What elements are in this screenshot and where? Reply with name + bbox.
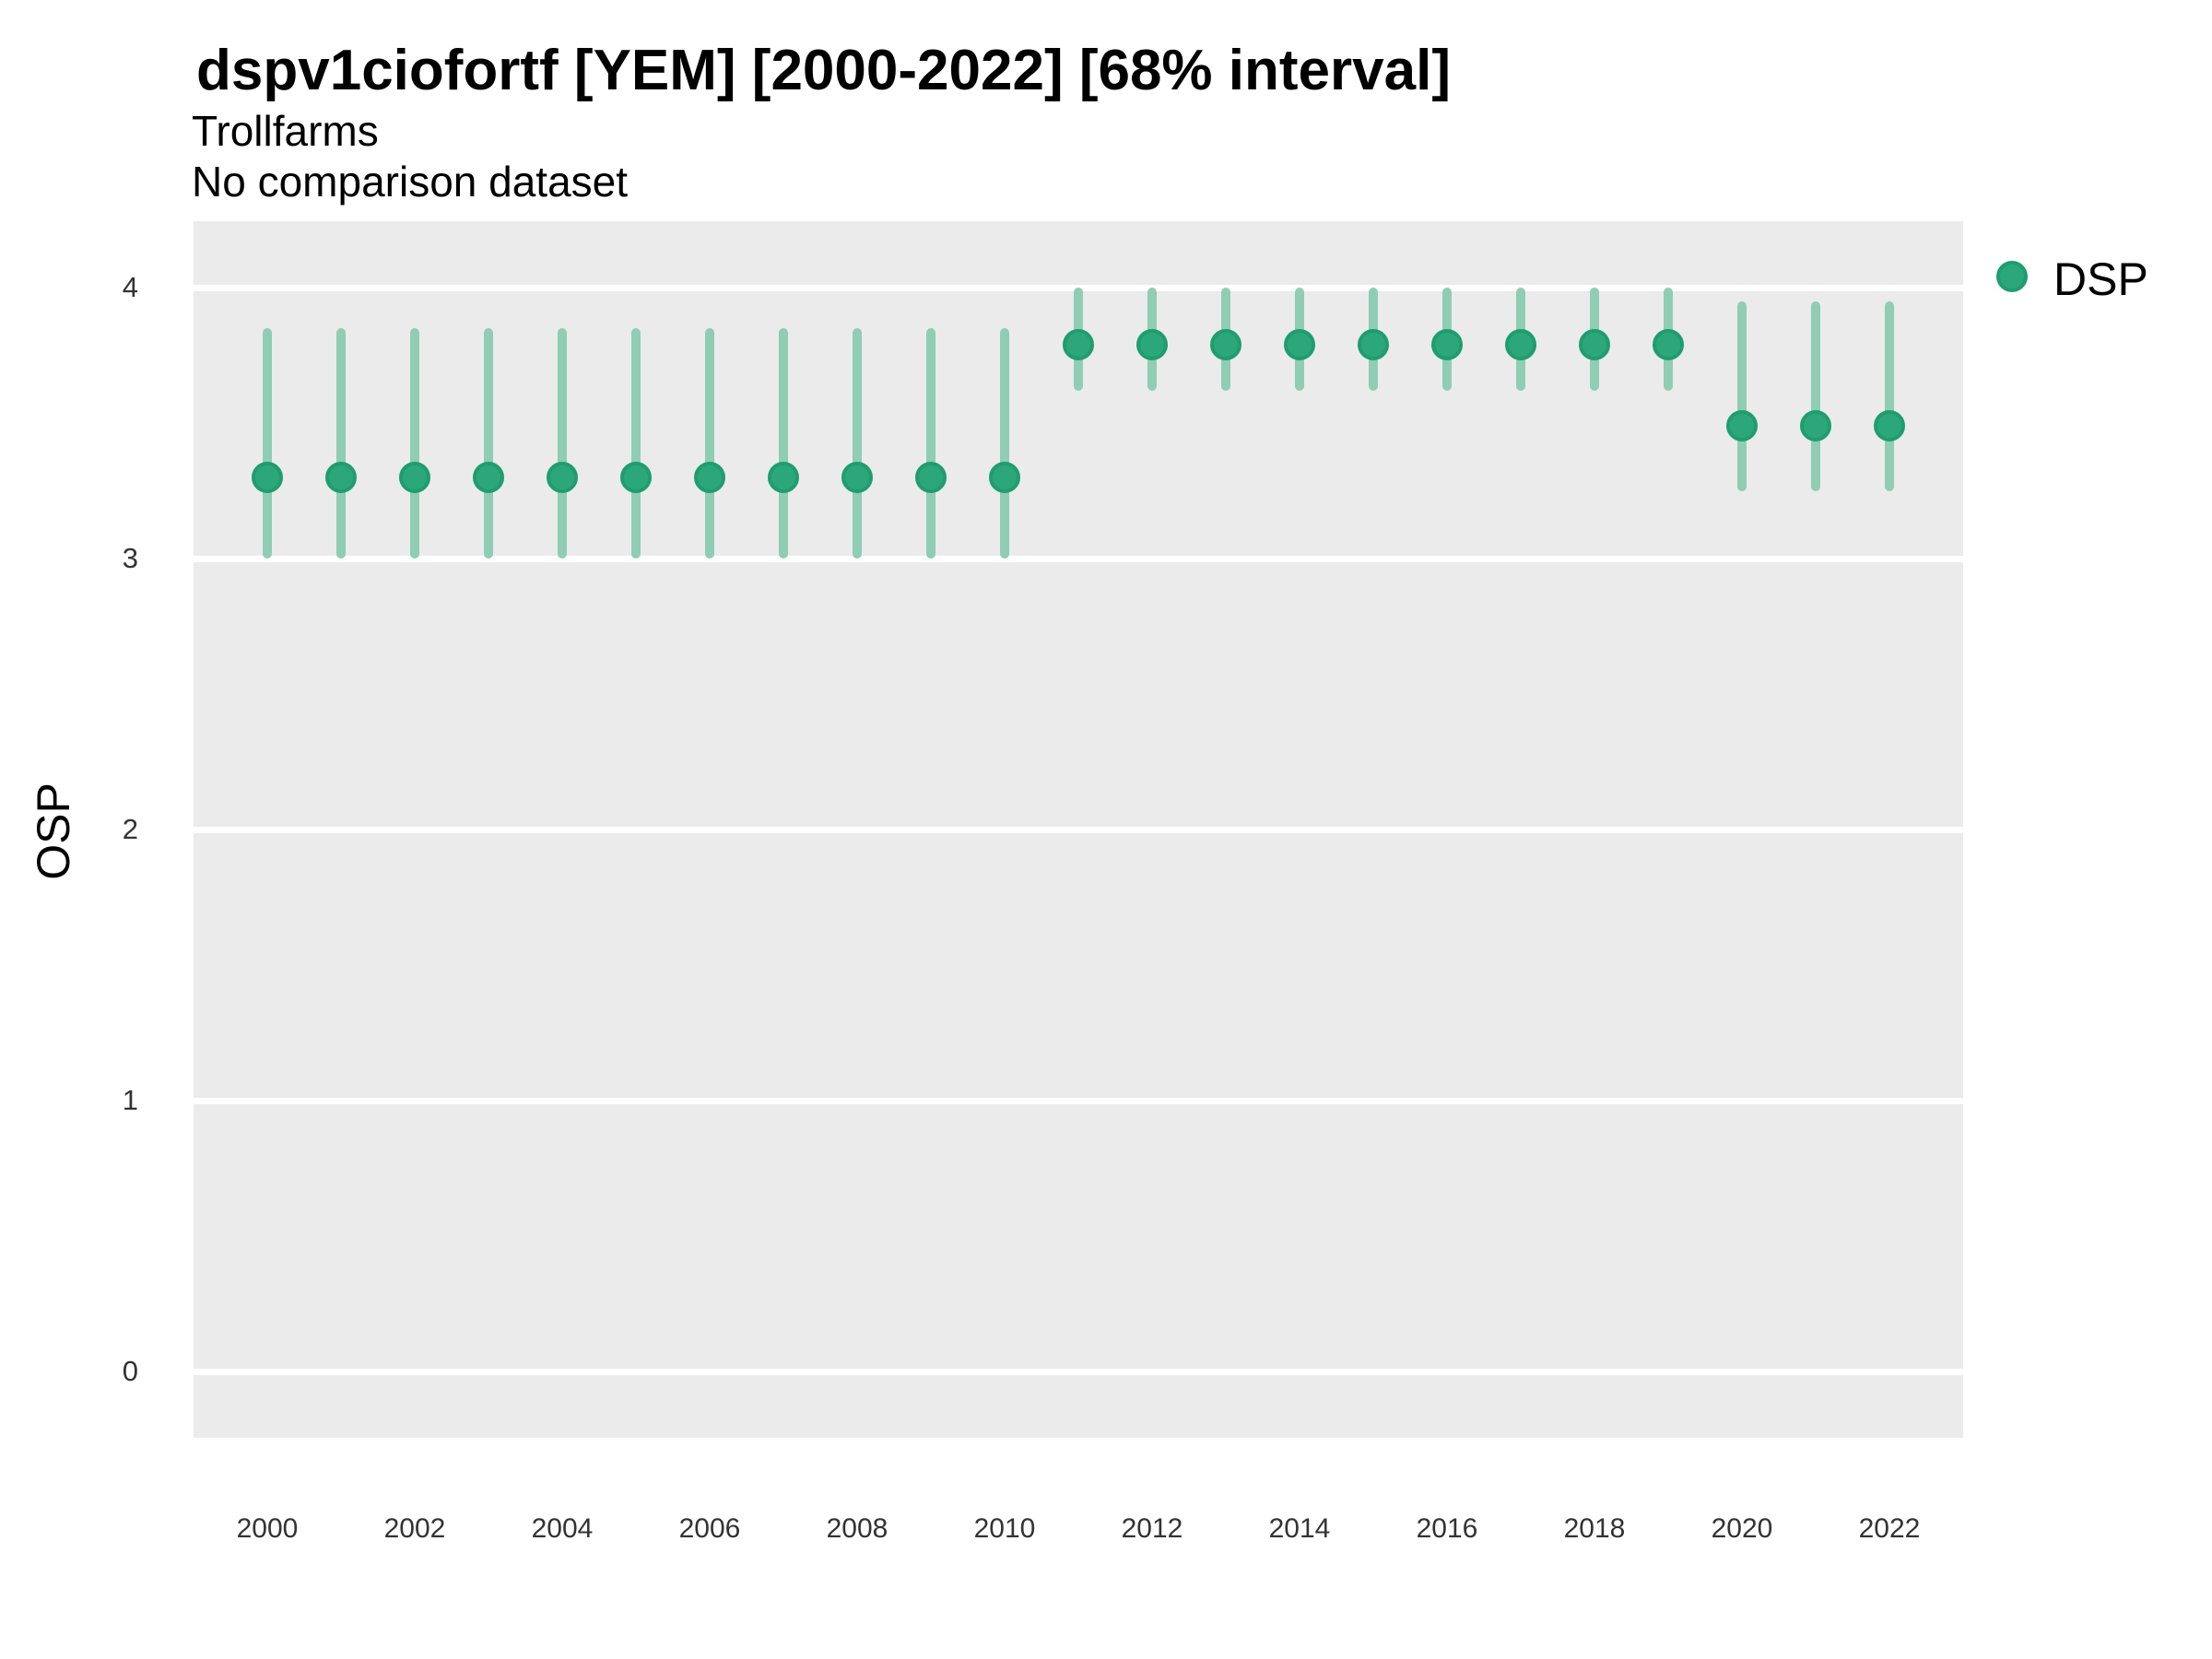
y-tick-label: 1 <box>122 1083 138 1116</box>
point-estimate <box>1800 409 1831 441</box>
interval-bar <box>705 328 714 559</box>
interval-bar <box>410 328 419 559</box>
point-estimate <box>915 461 947 493</box>
legend-label: DSP <box>2053 253 2148 305</box>
interval-bar <box>631 328 641 559</box>
y-tick-label: 0 <box>122 1354 138 1387</box>
point-estimate <box>1579 328 1610 360</box>
gridline <box>194 827 1963 833</box>
x-tick-label: 2008 <box>826 1513 888 1544</box>
point-estimate <box>1505 328 1536 360</box>
point-estimate <box>841 461 873 493</box>
y-tick-label: 2 <box>122 813 138 845</box>
x-tick-label: 2010 <box>973 1513 1036 1544</box>
x-tick-label: 2014 <box>1268 1513 1331 1544</box>
point-estimate <box>989 461 1020 493</box>
point-estimate <box>1874 409 1905 441</box>
point-estimate <box>473 461 504 493</box>
chart-subtitle-line2: No comparison dataset <box>192 158 629 206</box>
x-tick-label: 2006 <box>678 1513 741 1544</box>
chart-title: dspv1ciofortf [YEM] [2000-2022] [68% int… <box>196 39 1451 102</box>
x-tick-label: 2000 <box>236 1513 299 1544</box>
gridline <box>194 1097 1963 1104</box>
interval-bar <box>853 328 862 559</box>
x-tick-label: 2020 <box>1711 1513 1773 1544</box>
x-tick-label: 2002 <box>383 1513 446 1544</box>
legend-key-dot <box>1996 261 2028 292</box>
x-tick-label: 2004 <box>531 1513 594 1544</box>
gridline <box>194 1368 1963 1375</box>
plot-area <box>194 221 1963 1438</box>
point-estimate <box>1136 328 1168 360</box>
point-estimate <box>620 461 652 493</box>
point-estimate <box>1653 328 1684 360</box>
gridline <box>194 556 1963 562</box>
point-estimate <box>1726 409 1758 441</box>
point-estimate <box>694 461 725 493</box>
point-estimate <box>252 461 283 493</box>
point-estimate <box>768 461 799 493</box>
interval-bar <box>484 328 493 559</box>
interval-bar <box>926 328 935 559</box>
point-estimate <box>1431 328 1463 360</box>
interval-bar <box>263 328 272 559</box>
interval-bar <box>1885 300 1894 491</box>
interval-bar <box>336 328 346 559</box>
interval-bar <box>1000 328 1009 559</box>
point-estimate <box>1284 328 1315 360</box>
x-tick-label: 2016 <box>1416 1513 1478 1544</box>
point-estimate <box>325 461 357 493</box>
point-estimate <box>1210 328 1241 360</box>
point-estimate <box>399 461 430 493</box>
y-tick-label: 4 <box>122 271 138 304</box>
y-tick-label: 3 <box>122 542 138 574</box>
chart-subtitle-line1: Trollfarms <box>192 107 379 155</box>
x-tick-label: 2022 <box>1858 1513 1921 1544</box>
point-estimate <box>547 461 578 493</box>
interval-bar <box>779 328 788 559</box>
interval-bar <box>558 328 567 559</box>
point-estimate <box>1358 328 1389 360</box>
interval-bar <box>1737 300 1747 491</box>
x-tick-label: 2012 <box>1121 1513 1183 1544</box>
x-tick-label: 2018 <box>1563 1513 1626 1544</box>
interval-bar <box>1811 300 1820 491</box>
point-estimate <box>1063 328 1094 360</box>
